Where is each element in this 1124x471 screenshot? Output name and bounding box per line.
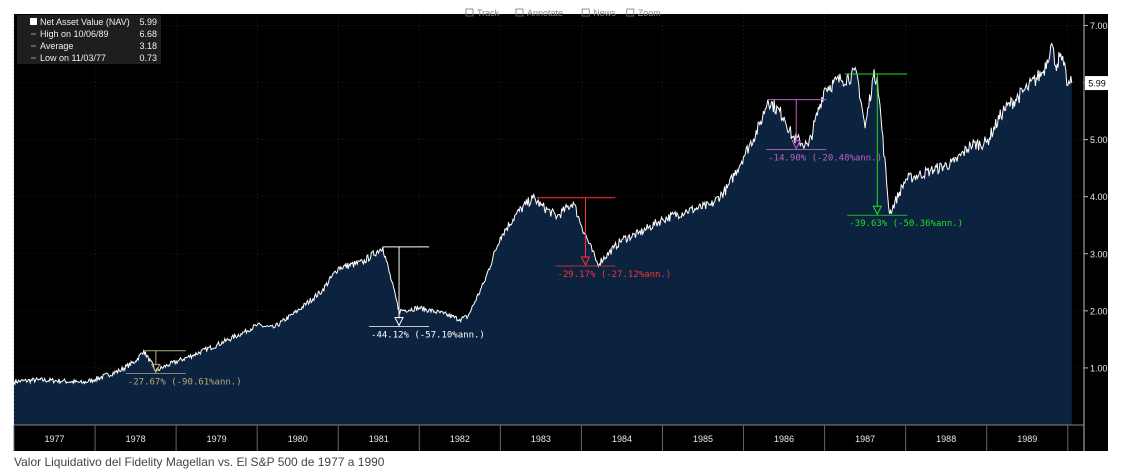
news-icon xyxy=(581,8,590,17)
drawdown-label: -29.17% (-27.12%ann.) xyxy=(557,270,671,280)
x-tick-label: 1983 xyxy=(531,434,551,444)
x-tick-label: 1979 xyxy=(207,434,227,444)
drawdown-2: -44.12% (-57.10%ann.) xyxy=(369,246,485,341)
y-tick-label: 1.00 xyxy=(1090,363,1108,373)
drawdown-arrow-icon xyxy=(394,317,404,327)
x-tick-label: 1989 xyxy=(1017,434,1037,444)
drawdown-label: -44.12% (-57.10%ann.) xyxy=(371,331,485,341)
x-tick-label: 1980 xyxy=(288,434,308,444)
toolbar-annotate[interactable]: Annotate xyxy=(515,8,563,18)
y-tick-label: 4.00 xyxy=(1090,192,1108,202)
legend-label: Low on 11/03/77 xyxy=(40,53,106,63)
x-tick-label: 1978 xyxy=(126,434,146,444)
nav-area xyxy=(14,43,1072,425)
drawdown-3: -29.17% (-27.12%ann.) xyxy=(536,197,671,280)
last-value-label: 5.99 xyxy=(1088,79,1106,89)
x-tick-label: 1981 xyxy=(369,434,389,444)
y-tick-label: 3.00 xyxy=(1090,249,1108,259)
x-tick-label: 1987 xyxy=(855,434,875,444)
grid-lines xyxy=(13,14,1084,425)
x-tick-label: 1984 xyxy=(612,434,632,444)
last-value-tag: 5.99 xyxy=(1085,76,1109,91)
toolbar-zoom[interactable]: Zoom xyxy=(626,8,661,18)
y-tick-label: 2.00 xyxy=(1090,306,1108,316)
drawdown-5: -39.63% (-50.36%ann.) xyxy=(844,73,963,229)
drawdown-label: -27.67% (-90.61%ann.) xyxy=(128,377,242,387)
toolbar-track[interactable]: Track xyxy=(465,8,500,18)
drawdown-4: -14.90% (-20.48%ann.) xyxy=(766,99,882,164)
toolbar-label: Annotate xyxy=(527,8,563,18)
chart-caption: Valor Liquidativo del Fidelity Magellan … xyxy=(14,455,385,469)
crosshair-icon xyxy=(465,8,474,17)
drawdown-arrow-icon xyxy=(151,363,161,374)
legend-label: Average xyxy=(40,41,73,51)
toolbar-label: News xyxy=(593,8,616,18)
legend-label: Net Asset Value (NAV) xyxy=(40,17,130,27)
x-tick-label: 1985 xyxy=(693,434,713,444)
drawdown-arrow-icon xyxy=(580,256,591,267)
x-tick-label: 1982 xyxy=(450,434,470,444)
legend-value: 5.99 xyxy=(139,17,157,27)
nav-swatch-icon xyxy=(30,18,37,25)
x-tick-label: 1977 xyxy=(45,434,65,444)
drawdown-annotations: -27.67% (-90.61%ann.) -44.12% (-57.10%ann… xyxy=(125,73,963,387)
toolbar-label: Track xyxy=(477,8,500,18)
magnifier-icon xyxy=(626,8,635,17)
last-value-box xyxy=(1085,76,1109,91)
legend-value: 6.68 xyxy=(139,29,157,39)
legend-value: 3.18 xyxy=(139,41,157,51)
drawdown-arrow-icon xyxy=(791,140,802,150)
nav-line xyxy=(13,42,1073,386)
legend-label: High on 10/06/89 xyxy=(40,29,109,39)
toolbar-news[interactable]: News xyxy=(581,8,616,18)
chart-toolbar[interactable]: Track Annotate News Zoom xyxy=(465,8,661,18)
drawdown-label: -14.90% (-20.48%ann.) xyxy=(768,154,882,164)
y-tick-label: 5.00 xyxy=(1090,135,1108,145)
toolbar-label: Zoom xyxy=(638,8,661,18)
legend-value: 0.73 xyxy=(139,53,157,63)
y-tick-label: 7.00 xyxy=(1090,21,1108,31)
x-tick-label: 1986 xyxy=(774,434,794,444)
x-tick-label: 1988 xyxy=(936,434,956,444)
drawdown-arrow-icon xyxy=(872,205,883,216)
drawdown-label: -39.63% (-50.36%ann.) xyxy=(849,219,963,229)
pencil-icon xyxy=(515,8,524,17)
legend-box: Net Asset Value (NAV) 5.99 High on 10/06/8… xyxy=(17,15,161,64)
drawdown-1: -27.67% (-90.61%ann.) xyxy=(125,350,242,387)
legend-panel xyxy=(17,15,161,64)
nav-series xyxy=(13,42,1073,425)
x-axis: 1977 1978 1979 1980 1981 1982 1983 1984 1985 1986… xyxy=(13,424,1084,451)
